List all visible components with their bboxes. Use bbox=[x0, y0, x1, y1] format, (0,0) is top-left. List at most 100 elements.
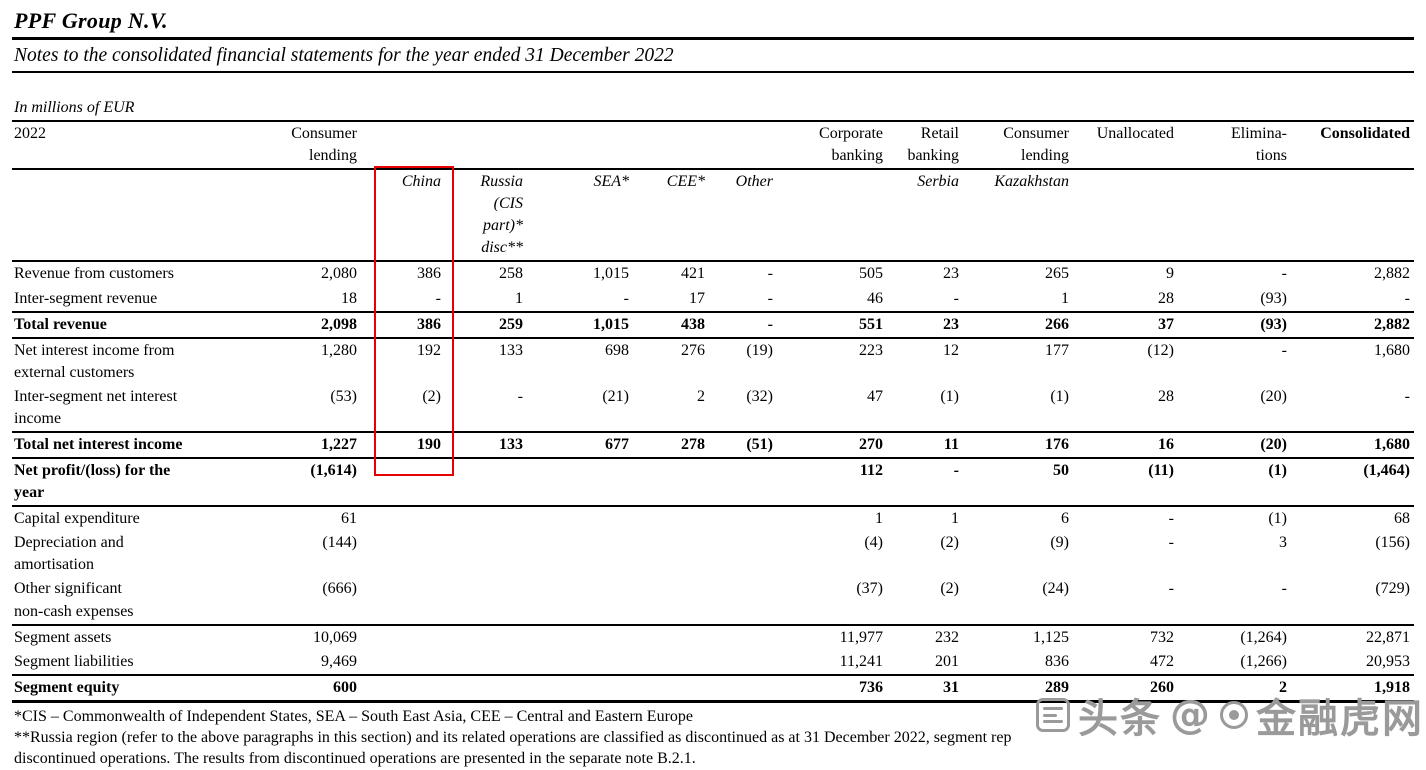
value-cell: 17 bbox=[689, 289, 705, 307]
value-cell: (1) bbox=[940, 387, 959, 405]
value-cell: - bbox=[1281, 580, 1287, 598]
watermark-account: 金融虎网 bbox=[1256, 696, 1424, 742]
region-header bbox=[1073, 169, 1178, 263]
value-cell: 265 bbox=[1045, 265, 1069, 283]
col-group-header: Consumer lending bbox=[248, 122, 361, 171]
value-cell: 1 bbox=[951, 510, 959, 528]
value-cell: 61 bbox=[341, 510, 357, 528]
value-cell bbox=[709, 623, 777, 650]
value-cell: 47 bbox=[867, 387, 883, 405]
col-group-header: Retail banking bbox=[887, 122, 963, 171]
value-cell: 176 bbox=[963, 431, 1073, 460]
value-cell: 1,680 bbox=[1291, 431, 1414, 460]
table-body: Revenue from customers 2,080 386 258 1,015 42… bbox=[12, 261, 1414, 703]
value-cell bbox=[445, 458, 527, 508]
value-cell: - bbox=[1168, 580, 1174, 598]
value-cell: - bbox=[623, 289, 629, 307]
subtitle-rule bbox=[12, 71, 1414, 73]
table-row: Other significant non-cash expenses (666)… bbox=[12, 577, 1414, 624]
value-cell: - bbox=[1404, 289, 1410, 307]
region-header: Russia (CIS part)* disc** bbox=[445, 169, 527, 263]
value-cell: 23 bbox=[887, 310, 963, 339]
value-cell: 260 bbox=[1073, 673, 1178, 703]
col-group-header bbox=[445, 122, 527, 171]
value-cell: (1,464) bbox=[1291, 458, 1414, 508]
region-header: China bbox=[361, 169, 445, 263]
table-wrap: 2022 Consumer lending Corporate banking Ret… bbox=[12, 122, 1414, 703]
value-cell: 2,882 bbox=[1374, 265, 1410, 283]
value-cell: 201 bbox=[935, 652, 959, 670]
col-group-header bbox=[361, 122, 445, 171]
value-cell: (1,614) bbox=[248, 458, 361, 508]
row-label: Other significant non-cash expenses bbox=[14, 580, 134, 620]
value-cell bbox=[361, 650, 445, 675]
col-group-header bbox=[633, 122, 709, 171]
value-cell: - bbox=[1281, 341, 1287, 359]
value-cell bbox=[527, 577, 633, 624]
value-cell: 31 bbox=[887, 673, 963, 703]
region-header: CEE* bbox=[633, 169, 709, 263]
value-cell bbox=[445, 673, 527, 703]
value-cell: 600 bbox=[248, 673, 361, 703]
watermark-platform: 头条 bbox=[1078, 696, 1162, 742]
table-top-rule bbox=[12, 120, 1414, 122]
value-cell: 50 bbox=[963, 458, 1073, 508]
value-cell: 1,280 bbox=[321, 341, 357, 359]
row-label: Total revenue bbox=[12, 310, 248, 339]
value-cell: 11,977 bbox=[777, 623, 887, 650]
value-cell: 698 bbox=[605, 341, 629, 359]
value-cell: 223 bbox=[859, 341, 883, 359]
value-cell: 46 bbox=[867, 289, 883, 307]
value-cell: (32) bbox=[746, 387, 773, 405]
table-row: Net interest income from external custom… bbox=[12, 338, 1414, 385]
value-cell: 278 bbox=[633, 431, 709, 460]
value-cell: - bbox=[709, 310, 777, 339]
value-cell: 112 bbox=[777, 458, 887, 508]
row-label: Depreciation and amortisation bbox=[14, 534, 124, 574]
value-cell: 68 bbox=[1394, 510, 1410, 528]
row-label: Total net interest income bbox=[12, 431, 248, 460]
watermark-separator: @ bbox=[1170, 692, 1212, 738]
value-cell: (12) bbox=[1147, 341, 1174, 359]
row-label: Capital expenditure bbox=[14, 510, 140, 528]
value-cell: 1 bbox=[875, 510, 883, 528]
value-cell: - bbox=[1281, 265, 1287, 283]
value-cell: (1,266) bbox=[1240, 652, 1287, 670]
table-head: 2022 Consumer lending Corporate banking Ret… bbox=[12, 122, 1414, 263]
value-cell: 1,015 bbox=[593, 265, 629, 283]
value-cell: 6 bbox=[1061, 510, 1069, 528]
value-cell: 736 bbox=[777, 673, 887, 703]
doc-subtitle: Notes to the consolidated financial stat… bbox=[14, 45, 674, 66]
value-cell bbox=[445, 623, 527, 650]
table-row: Segment assets 10,069 11,977 232 1,125 732 (1,… bbox=[12, 623, 1414, 650]
value-cell: 1 bbox=[1061, 289, 1069, 307]
value-cell: (93) bbox=[1260, 289, 1287, 307]
value-cell: (4) bbox=[864, 534, 883, 552]
row-label: Segment assets bbox=[12, 623, 248, 650]
col-group-header: Elimina- tions bbox=[1178, 122, 1291, 171]
value-cell bbox=[527, 650, 633, 675]
value-cell: (51) bbox=[709, 431, 777, 460]
value-cell: (20) bbox=[1178, 431, 1291, 460]
table-row: Net profit/(loss) for the year (1,614) 112… bbox=[12, 458, 1414, 508]
value-cell: 259 bbox=[445, 310, 527, 339]
value-cell: 386 bbox=[417, 265, 441, 283]
value-cell bbox=[527, 623, 633, 650]
table-row: Segment liabilities 9,469 11,241 201 836 472 (… bbox=[12, 650, 1414, 675]
value-cell: 1,918 bbox=[1291, 673, 1414, 703]
table-row: Revenue from customers 2,080 386 258 1,015 42… bbox=[12, 261, 1414, 286]
value-cell: 9 bbox=[1166, 265, 1174, 283]
col-group-header: Unallocated bbox=[1073, 122, 1178, 171]
value-cell: 2 bbox=[697, 387, 705, 405]
value-cell: 472 bbox=[1150, 652, 1174, 670]
value-cell bbox=[633, 506, 709, 531]
value-cell bbox=[633, 623, 709, 650]
value-cell: 232 bbox=[887, 623, 963, 650]
row-label: Inter-segment revenue bbox=[14, 289, 158, 307]
row-label: Revenue from customers bbox=[14, 265, 174, 283]
value-cell bbox=[633, 577, 709, 624]
value-cell bbox=[445, 577, 527, 624]
col-group-header: Consumer lending bbox=[963, 122, 1073, 171]
value-cell: 133 bbox=[445, 431, 527, 460]
value-cell: 9,469 bbox=[321, 652, 357, 670]
